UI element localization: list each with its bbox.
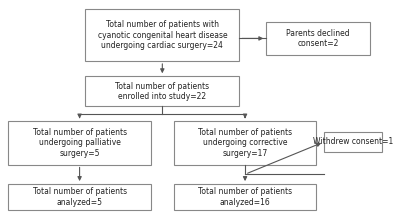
Text: Parents declined
consent=2: Parents declined consent=2 <box>286 29 350 48</box>
Text: Withdrew consent=1: Withdrew consent=1 <box>313 137 393 146</box>
Text: Total number of patients
enrolled into study=22: Total number of patients enrolled into s… <box>115 82 209 101</box>
Text: Total number of patients
analyzed=5: Total number of patients analyzed=5 <box>32 187 127 207</box>
FancyBboxPatch shape <box>8 184 151 210</box>
FancyBboxPatch shape <box>174 122 316 164</box>
FancyBboxPatch shape <box>174 184 316 210</box>
FancyBboxPatch shape <box>266 22 370 55</box>
Text: Total number of patients
undergoing palliative
surgery=5: Total number of patients undergoing pall… <box>32 128 127 158</box>
FancyBboxPatch shape <box>85 9 239 61</box>
FancyBboxPatch shape <box>8 122 151 164</box>
FancyBboxPatch shape <box>324 132 382 152</box>
Text: Total number of patients
analyzed=16: Total number of patients analyzed=16 <box>198 187 292 207</box>
Text: Total number of patients with
cyanotic congenital heart disease
undergoing cardi: Total number of patients with cyanotic c… <box>98 20 227 50</box>
FancyBboxPatch shape <box>85 76 239 106</box>
Text: Total number of patients
undergoing corrective
surgery=17: Total number of patients undergoing corr… <box>198 128 292 158</box>
